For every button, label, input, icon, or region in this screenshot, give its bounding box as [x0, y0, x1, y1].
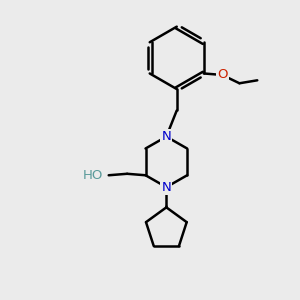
Text: HO: HO: [83, 169, 103, 182]
Text: N: N: [161, 181, 171, 194]
Text: N: N: [161, 130, 171, 143]
Text: O: O: [217, 68, 227, 82]
